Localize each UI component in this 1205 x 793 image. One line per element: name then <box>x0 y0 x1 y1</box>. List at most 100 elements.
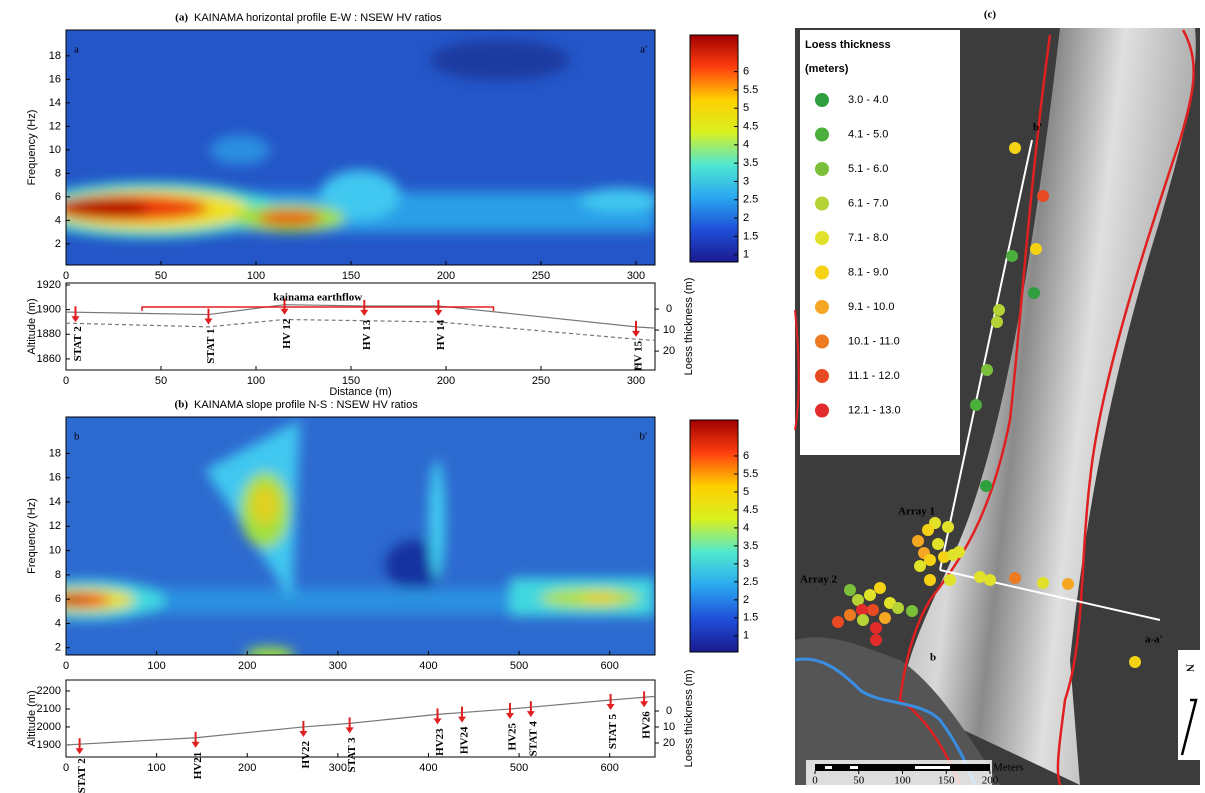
y2-axis-label: Loess thickness (m) <box>683 278 695 376</box>
contour-blobs <box>66 40 655 238</box>
corner-label: b <box>74 431 80 443</box>
site-dot <box>924 554 936 566</box>
site-dot <box>974 571 986 583</box>
legend-swatch <box>815 265 829 280</box>
y2-tick-label: 0 <box>666 303 672 315</box>
site-dot <box>1009 142 1021 154</box>
y2-tick-label: 20 <box>663 737 675 749</box>
y-tick-label: 12 <box>49 520 61 532</box>
station-arrowhead <box>299 730 308 737</box>
site-dot <box>1062 578 1074 590</box>
site-dot <box>924 574 936 586</box>
colorbar-tick-label: 2.5 <box>743 576 758 588</box>
north-arrow <box>1180 698 1198 756</box>
x-tick-label: 200 <box>238 660 256 672</box>
colorbar-tick-label: 5 <box>743 486 749 498</box>
x-axis-label: Distance (m) <box>329 386 391 398</box>
station-arrowhead <box>280 308 289 315</box>
y2-axis-label: Loess thickness (m) <box>683 670 695 768</box>
station-label: STAT 5 <box>607 713 619 749</box>
colorbar-tick-label: 5.5 <box>743 84 758 96</box>
y-tick-label: 2 <box>55 642 61 654</box>
legend-title: (meters) <box>805 63 849 75</box>
colorbar-tick-label: 3 <box>743 558 749 570</box>
y-tick-label: 16 <box>49 73 61 85</box>
x-tick-label: 600 <box>601 762 619 774</box>
y-tick-label: 1900 <box>37 304 61 316</box>
colorbar-tick-label: 2.5 <box>743 194 758 206</box>
y-tick-label: 12 <box>49 120 61 132</box>
colorbar-tick-label: 3.5 <box>743 540 758 552</box>
scale-unit: Meters <box>993 762 1024 774</box>
plot-frame <box>65 282 656 371</box>
legend-label: 7.1 - 8.0 <box>848 232 888 244</box>
x-tick-label: 0 <box>63 270 69 282</box>
y-tick-label: 1880 <box>37 328 61 340</box>
annotation-bracket <box>141 306 495 311</box>
y-tick-label: 1860 <box>37 353 61 365</box>
y-tick-label: 1920 <box>37 279 61 291</box>
colorbar-tick-label: 4.5 <box>743 504 758 516</box>
station-arrowhead <box>434 309 443 316</box>
site-dot <box>892 602 904 614</box>
y-axis-label: Frequency (Hz) <box>26 110 38 186</box>
y2-tick-label: 10 <box>663 721 675 733</box>
x-tick-label: 600 <box>601 660 619 672</box>
station-label: STAT 1 <box>205 329 217 364</box>
legend-label: 3.0 - 4.0 <box>848 94 888 106</box>
x-tick-label: 100 <box>247 375 265 387</box>
x-tick-label: 0 <box>63 375 69 387</box>
colorbar-tick-label: 1 <box>743 249 749 261</box>
station-label: HV 15 <box>633 340 645 371</box>
scale-label: 150 <box>938 775 955 787</box>
chart-title: KAINAMA slope profile N-S : NSEW HV rati… <box>194 399 418 411</box>
x-tick-label: 150 <box>342 270 360 282</box>
legend-swatch <box>815 162 829 176</box>
site-dot <box>953 546 965 558</box>
site-dot <box>1037 577 1049 589</box>
heatmap-bg <box>66 417 655 655</box>
site-dot <box>981 364 993 376</box>
station-arrowhead <box>345 727 354 734</box>
north-box <box>1178 650 1200 760</box>
station-label: HV22 <box>300 740 312 768</box>
station-label: HV21 <box>192 752 204 780</box>
colorbar-tick-label: 6 <box>743 66 749 78</box>
river <box>794 657 977 786</box>
x-tick-label: 0 <box>63 762 69 774</box>
station-label: HV25 <box>507 722 519 750</box>
plot-frame <box>65 416 656 656</box>
corner-label: a <box>74 44 79 56</box>
y-tick-label: 6 <box>55 593 61 605</box>
x-tick-label: 200 <box>238 762 256 774</box>
station-arrowhead <box>606 703 615 710</box>
y-tick-label: 2 <box>55 238 61 250</box>
y2-tick-label: 0 <box>666 705 672 717</box>
legend-swatch <box>815 403 829 418</box>
legend-title: Loess thickness <box>805 39 891 51</box>
site-dot <box>914 560 926 572</box>
site-dot <box>944 574 956 586</box>
site-dot <box>980 480 992 492</box>
x-tick-label: 250 <box>532 375 550 387</box>
colorbar-tick-label: 5 <box>743 102 749 114</box>
panel-label: (c) <box>984 9 997 21</box>
map-label: Array 1 <box>898 506 935 518</box>
y-tick-label: 2100 <box>37 703 61 715</box>
annotation: kainama earthflow <box>273 292 362 304</box>
panel-label: (a) <box>175 12 188 24</box>
station-arrowhead <box>204 318 213 325</box>
legend-swatch <box>815 334 829 349</box>
station-label: STAT 3 <box>346 737 358 773</box>
scale-label: 200 <box>982 775 999 787</box>
colorbar-tick-label: 3.5 <box>743 157 758 169</box>
site-dot <box>856 604 868 616</box>
colorbar-tick-label: 2 <box>743 212 749 224</box>
x-tick-label: 300 <box>329 660 347 672</box>
station-label: HV 14 <box>435 319 447 350</box>
station-arrowhead <box>506 712 515 719</box>
station-arrowhead <box>632 330 640 337</box>
site-dot <box>1030 243 1042 255</box>
site-dot <box>912 535 924 547</box>
y-axis-label: Altitude (m) <box>26 298 38 354</box>
